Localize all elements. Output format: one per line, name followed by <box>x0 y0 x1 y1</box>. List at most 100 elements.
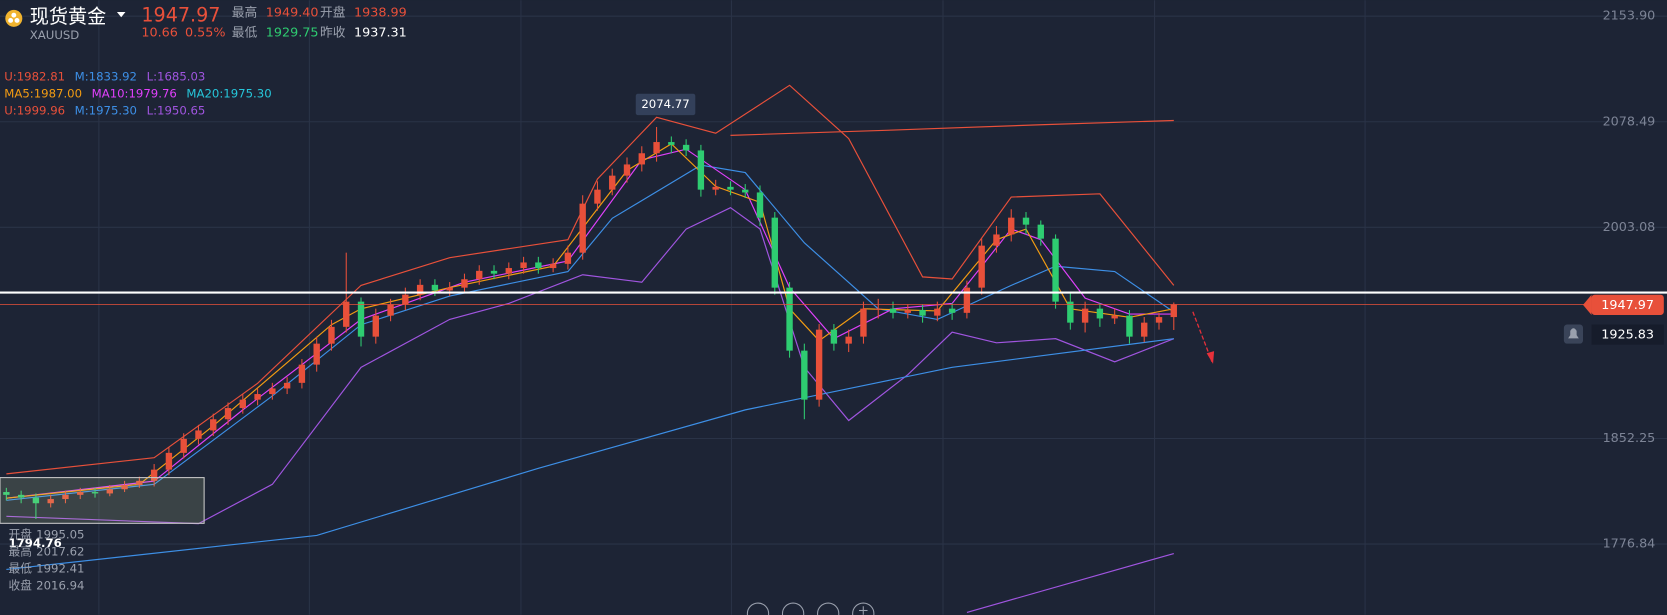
candle-body <box>298 364 306 383</box>
zoom-out-button[interactable] <box>746 602 770 615</box>
candle-body <box>416 284 424 295</box>
candle-body <box>62 494 69 500</box>
candle-body <box>121 485 128 490</box>
candle-body <box>771 217 778 288</box>
candle-body <box>402 294 409 305</box>
min-price-label: 1794.76 <box>9 536 62 550</box>
plot: 2153.90 2078.49 2003.08 1852.25 1776.84 <box>0 9 1667 613</box>
alert-tag <box>1591 324 1664 345</box>
candle-body <box>1081 308 1089 323</box>
candle-body <box>742 189 749 193</box>
candle-body <box>712 186 719 190</box>
candle-body <box>165 452 173 470</box>
y-tick-label: 2003.08 <box>1603 220 1656 235</box>
scroll-left-button[interactable] <box>781 602 805 615</box>
stat-label: 最高 <box>232 5 258 21</box>
instrument-name[interactable]: 现货黄金 <box>30 5 107 28</box>
overlay: 现货黄金 XAUUSD 1947.97 10.66 0.55% 最高 1949.… <box>4 4 1664 615</box>
stat-label: 最低 <box>232 26 258 41</box>
zoom-in-button[interactable] <box>852 602 875 615</box>
tooltip-label: 收盘 <box>9 579 33 593</box>
candle-body <box>328 326 335 344</box>
candle-body <box>668 142 675 145</box>
max-price-box <box>635 93 696 116</box>
candle-body <box>431 284 439 291</box>
price-tag <box>1591 294 1664 315</box>
candle-body <box>1141 322 1148 337</box>
tooltip-label: 开盘 <box>9 528 33 542</box>
candle-body <box>3 492 10 495</box>
candle-body <box>904 310 911 313</box>
candle-body <box>697 150 705 190</box>
candle-body <box>875 308 882 310</box>
candle-body <box>1008 217 1015 235</box>
gold-icon-dot <box>8 18 14 23</box>
candle-body <box>269 388 276 395</box>
candle-body <box>830 329 838 344</box>
candle-body <box>505 268 512 274</box>
symbol: XAUUSD <box>30 28 80 42</box>
candle-body <box>224 408 232 420</box>
candle-body <box>801 350 808 400</box>
candle-body <box>195 430 202 439</box>
y-tick-label: 2078.49 <box>1603 114 1656 129</box>
candle-body <box>1052 238 1059 302</box>
candle-body <box>357 301 365 337</box>
tooltip-label: 最低 <box>9 562 33 576</box>
candle-body <box>47 499 54 504</box>
vertical-grid <box>98 0 1366 615</box>
indicator-line <box>966 552 1174 613</box>
candle-body <box>254 394 261 400</box>
drawn-arrow[interactable] <box>1192 311 1213 362</box>
candle-body <box>343 301 350 327</box>
max-price-label: 2074.77 <box>641 97 689 111</box>
change-pct: 0.55% <box>185 26 226 41</box>
bottom-controls <box>746 602 875 615</box>
candle-body <box>786 287 793 351</box>
candle-body <box>579 203 586 253</box>
stat-label: 昨收 <box>320 26 346 41</box>
y-tick-label: 2153.90 <box>1603 9 1656 24</box>
indicator-line <box>730 119 1174 136</box>
candle-body <box>490 270 498 274</box>
candle-body <box>1111 315 1118 319</box>
candle-body <box>535 262 542 269</box>
candle-body <box>77 492 84 495</box>
change: 10.66 <box>141 26 178 41</box>
stat-value: 1937.31 <box>354 26 407 41</box>
candle-body <box>594 189 601 204</box>
tooltip-value: 2016.94 <box>36 579 84 593</box>
indicator-legend: L:1685.03 <box>147 69 206 83</box>
price-tag-tip <box>1583 294 1592 315</box>
candle-body <box>549 263 557 269</box>
candle-body <box>1096 308 1104 319</box>
gold-icon-dot <box>14 18 20 23</box>
candle-body <box>1155 317 1163 323</box>
candle-body <box>727 186 734 190</box>
stat-value: 1949.40 <box>266 6 319 21</box>
indicator-line <box>6 148 1174 499</box>
candle-body <box>653 142 660 154</box>
candle-body <box>461 279 468 288</box>
candle-body <box>180 438 187 453</box>
tooltip-label: 最高 <box>9 545 32 559</box>
y-tick-label: 1852.25 <box>1603 431 1656 446</box>
gold-icon <box>5 9 23 27</box>
candle-body <box>1037 224 1044 239</box>
indicator-legend: M:1833.92 <box>75 69 137 83</box>
dropdown-caret[interactable] <box>116 11 126 18</box>
stat-value: 1929.75 <box>266 26 319 41</box>
tooltip-value: 1992.41 <box>36 562 84 576</box>
indicator-legend: L:1950.65 <box>147 103 206 117</box>
indicator-line <box>6 84 1175 475</box>
gold-icon-dot <box>11 12 17 18</box>
indicator-line <box>6 143 1174 499</box>
y-tick-label: 1776.84 <box>1603 537 1656 552</box>
scroll-right-button[interactable] <box>817 602 840 615</box>
candle-body <box>91 492 99 494</box>
candle-body <box>948 308 956 313</box>
tooltip-value: 2017.62 <box>36 545 84 559</box>
